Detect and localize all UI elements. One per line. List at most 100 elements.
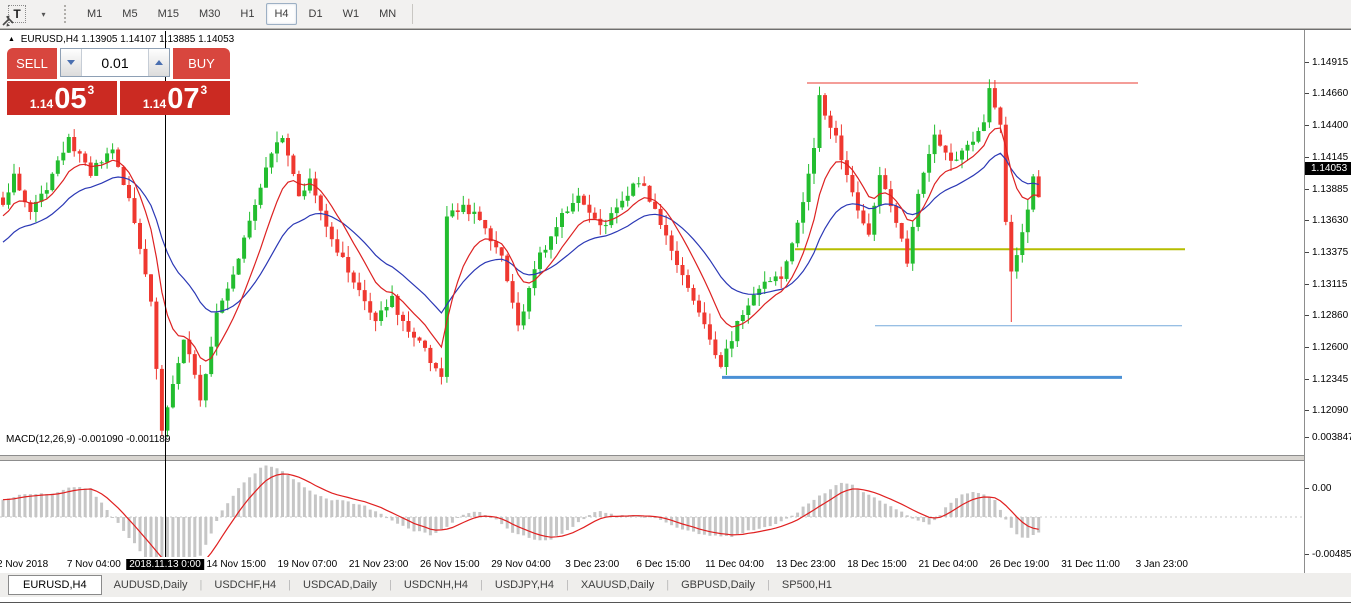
- time-axis-label: 26 Nov 15:00: [420, 559, 480, 570]
- buy-price-prefix: 1.14: [142, 97, 167, 111]
- tab-audusd-daily[interactable]: AUDUSD,Daily: [113, 579, 188, 591]
- price-axis-tick: 1.12345: [1304, 373, 1349, 385]
- buy-price-main: 07: [167, 83, 200, 115]
- timeframe-button-m30[interactable]: M30: [198, 8, 221, 20]
- time-axis-label: 7 Nov 04:00: [66, 559, 121, 570]
- macd-name: MACD(12,26,9): [6, 434, 76, 445]
- time-axis-label: 26 Dec 19:00: [989, 559, 1050, 570]
- timeframe-button-m1[interactable]: M1: [87, 8, 103, 20]
- time-axis-label: 2 Nov 2018: [0, 559, 49, 570]
- chart-symbol-label: EURUSD,H4: [20, 34, 79, 45]
- time-axis-label: 14 Nov 15:00: [206, 559, 266, 570]
- candlestick-layer: [1, 79, 1041, 438]
- timeframe-button-m15[interactable]: M15: [157, 8, 179, 20]
- buy-price-display[interactable]: 1.14 07 3: [120, 81, 230, 115]
- time-axis-label: 21 Dec 04:00: [918, 559, 978, 570]
- current-price-tag: 1.14053: [1305, 162, 1351, 176]
- tab-separator: |: [288, 579, 291, 591]
- timeframe-button-h1[interactable]: H1: [240, 8, 255, 20]
- tab-xauusd-daily[interactable]: XAUUSD,Daily: [580, 579, 655, 591]
- lot-decrease-button[interactable]: [61, 49, 82, 76]
- tab-usdchf-h4[interactable]: USDCHF,H4: [214, 579, 277, 591]
- price-axis-tick: 1.13885: [1304, 183, 1349, 195]
- ma-slow-line: [2, 152, 1039, 314]
- tab-separator: |: [388, 579, 392, 591]
- tab-separator: |: [767, 579, 770, 591]
- one-click-trading-widget: SELL BUY 1.14 05 3 1.14 07 3: [7, 48, 230, 115]
- chart-title: ▲ EURUSD,H4 1.13905 1.14107 1.13885 1.14…: [8, 34, 234, 45]
- macd-axis-tick: 0.00: [1304, 483, 1332, 494]
- time-axis-label: 6 Dec 15:00: [636, 559, 691, 570]
- triangle-up-icon: [155, 60, 163, 65]
- tab-sp500-h1[interactable]: SP500,H1: [781, 579, 833, 591]
- buy-button[interactable]: BUY: [173, 48, 230, 79]
- timeframe-button-h4[interactable]: H4: [266, 3, 297, 25]
- price-axis-tick: 1.14145: [1304, 151, 1349, 163]
- chart-ohlc-values: 1.13905 1.14107 1.13885 1.14053: [81, 34, 235, 45]
- price-axis[interactable]: 1.14915 1.14660 1.14400 1.14145 1.13885 1.136…: [1304, 30, 1351, 573]
- tab-separator: |: [666, 579, 670, 591]
- price-axis-tick: 1.14400: [1304, 120, 1349, 132]
- time-axis-label: 31 Dec 11:00: [1061, 559, 1120, 570]
- pane-splitter[interactable]: [0, 455, 1351, 461]
- time-axis-label: 29 Nov 04:00: [491, 559, 551, 570]
- sell-price-prefix: 1.14: [29, 97, 54, 111]
- tab-usdcnh-h4[interactable]: USDCNH,H4: [403, 579, 469, 591]
- sell-price-display[interactable]: 1.14 05 3: [7, 81, 117, 115]
- tab-gbpusd-daily[interactable]: GBPUSD,Daily: [681, 579, 756, 591]
- macd-indicator-canvas[interactable]: [0, 461, 1304, 585]
- macd-histogram: [1, 465, 1041, 584]
- time-axis-label: 21 Nov 23:00: [348, 559, 409, 570]
- lot-increase-button[interactable]: [148, 49, 169, 76]
- chart-window: ▲ EURUSD,H4 1.13905 1.14107 1.13885 1.14…: [0, 29, 1351, 603]
- buy-price-pip: 3: [200, 83, 208, 97]
- sell-price-main: 05: [54, 83, 87, 115]
- text-tool-button[interactable]: T: [1, 2, 27, 26]
- lot-size-input[interactable]: [82, 49, 148, 76]
- chart-tab-bar: EURUSD,H4 AUDUSD,Daily | USDCHF,H4 | USDCAD,D…: [0, 573, 1351, 597]
- time-axis-label: 19 Nov 07:00: [277, 559, 338, 570]
- macd-label: MACD(12,26,9) -0.001090 -0.001189: [6, 434, 170, 445]
- timeframe-group: M1 M5 M15 M30 H1 H4 D1 W1 MN: [77, 0, 406, 28]
- dropdown-caret-icon: ▾: [41, 9, 46, 19]
- toolbar: T ▾ M1 M5 M15 M30 H1 H4 D1 W1 MN: [0, 0, 1351, 29]
- tab-usdjpy-h4[interactable]: USDJPY,H4: [494, 579, 554, 591]
- timeframe-button-mn[interactable]: MN: [379, 8, 397, 20]
- timeframe-button-m5[interactable]: M5: [122, 8, 138, 20]
- time-axis-label: 3 Jan 23:00: [1135, 559, 1188, 570]
- time-axis-label: 11 Dec 04:00: [705, 559, 764, 570]
- triangle-down-icon: [67, 60, 75, 65]
- price-chart-canvas[interactable]: [0, 59, 1304, 456]
- price-axis-tick: 1.13630: [1304, 215, 1349, 227]
- price-axis-tick: 1.14660: [1304, 88, 1349, 100]
- tab-eurusd-h4[interactable]: EURUSD,H4: [8, 575, 102, 595]
- price-axis-tick: 1.12860: [1304, 310, 1349, 322]
- price-axis-tick: 1.13115: [1304, 278, 1348, 290]
- vertical-period-line[interactable]: [165, 31, 166, 585]
- time-axis-label: 3 Dec 23:00: [565, 559, 620, 570]
- timeframe-button-w1[interactable]: W1: [342, 8, 360, 20]
- toolbar-grip[interactable]: [64, 5, 71, 23]
- text-tool-icon: T: [8, 5, 26, 23]
- tab-usdcad-daily[interactable]: USDCAD,Daily: [303, 579, 377, 591]
- macd-main-value: -0.001090: [78, 434, 124, 445]
- tab-separator: |: [480, 579, 483, 591]
- price-axis-tick: 1.13375: [1304, 246, 1349, 258]
- price-axis-tick: 1.14915: [1304, 57, 1349, 68]
- price-axis-separator: [1304, 30, 1305, 573]
- ma-fast-line: [2, 127, 1039, 362]
- timeframe-button-d1[interactable]: D1: [308, 8, 323, 20]
- sell-price-pip: 3: [87, 83, 95, 97]
- tab-separator: |: [565, 579, 569, 591]
- lot-size-stepper: [60, 48, 170, 77]
- sell-button[interactable]: SELL: [7, 48, 57, 79]
- macd-axis-tick: 0.003847: [1305, 432, 1351, 443]
- price-axis-tick: 1.12090: [1304, 405, 1349, 416]
- time-axis[interactable]: 2 Nov 2018 7 Nov 04:00 2018.11.13 0:00 14 N…: [0, 557, 1304, 573]
- macd-axis-tick: -0.004856: [1304, 549, 1351, 560]
- macd-signal-line: [2, 473, 1039, 571]
- toolbar-separator: [412, 4, 414, 24]
- arrange-tool-button[interactable]: ▾: [2, 2, 55, 27]
- price-axis-tick: 1.12600: [1304, 342, 1349, 354]
